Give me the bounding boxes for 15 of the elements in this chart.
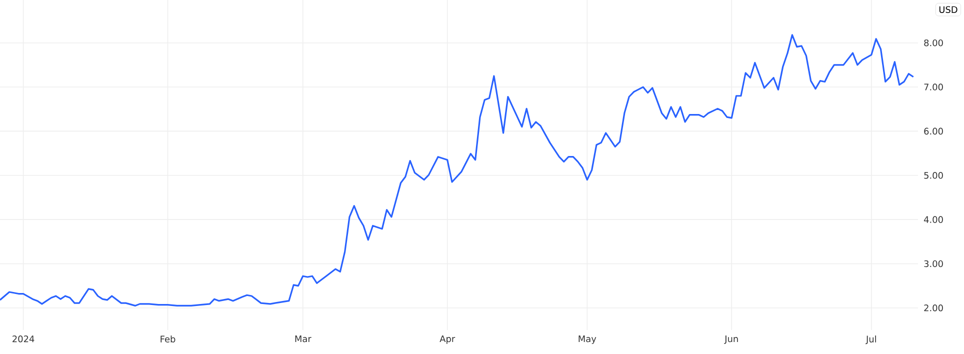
y-tick-label: 2.00 bbox=[924, 304, 943, 312]
x-tick-label: Jul bbox=[866, 336, 876, 344]
x-tick-label: Mar bbox=[295, 336, 312, 342]
x-tick-label: Feb bbox=[160, 336, 176, 342]
y-tick-label: 6.00 bbox=[924, 128, 943, 135]
y-tick-label: 7.00 bbox=[924, 84, 943, 90]
x-tick-label: 2024 bbox=[12, 336, 34, 342]
y-tick-label: 8.00 bbox=[924, 39, 943, 46]
y-tick-label: 3.00 bbox=[924, 260, 943, 268]
y-tick-label: 4.00 bbox=[924, 216, 943, 223]
y-axis-title: USD bbox=[939, 6, 958, 13]
y-tick-label: 5.00 bbox=[924, 172, 943, 179]
x-tick-label: Apr bbox=[440, 336, 456, 344]
x-tick-label: Jun bbox=[724, 336, 738, 344]
x-tick-label: May bbox=[578, 336, 596, 344]
